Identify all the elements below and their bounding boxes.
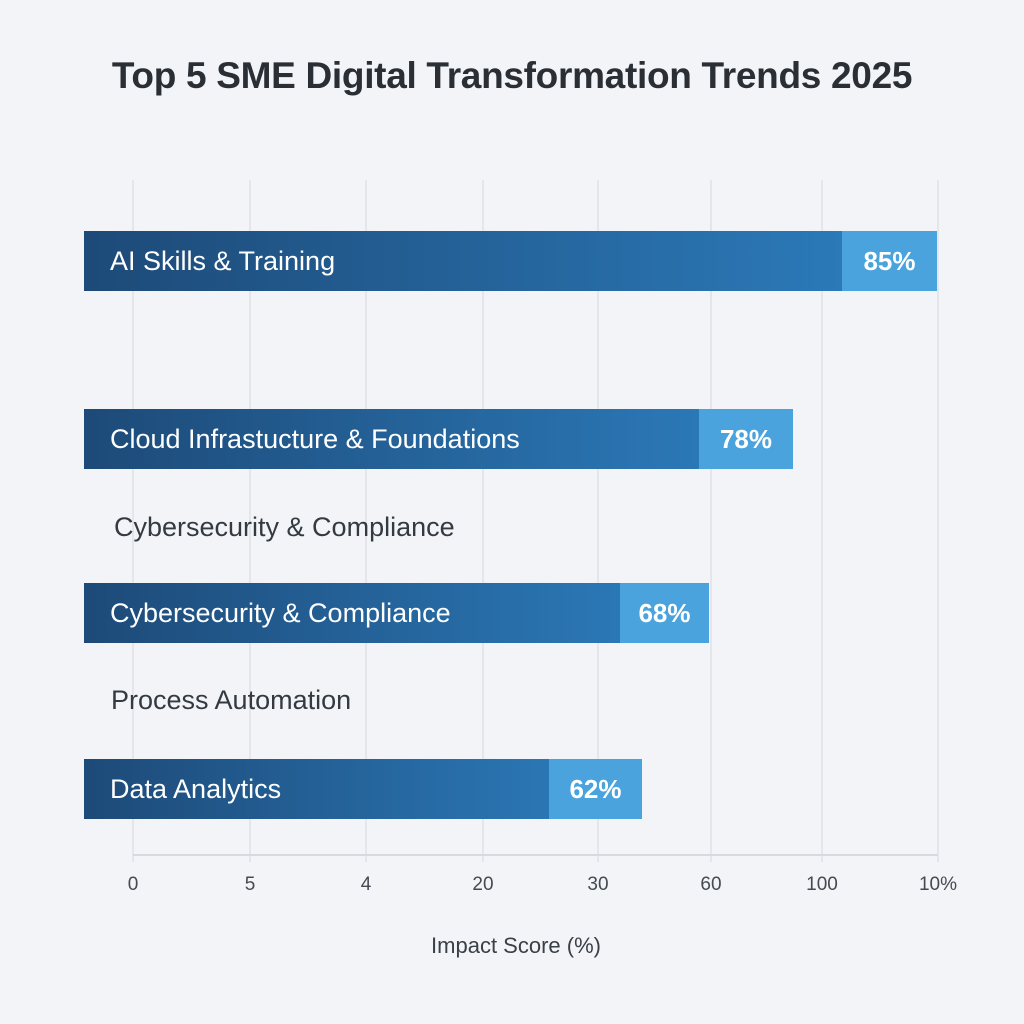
- x-tick-label: 100: [806, 874, 838, 895]
- x-tick-label: 30: [587, 874, 608, 895]
- bar: [84, 583, 709, 643]
- bar-group: Cybersecurity & Compliance 68%: [84, 583, 709, 643]
- x-tick-label: 10%: [919, 874, 957, 895]
- x-tick-label: 4: [361, 874, 372, 895]
- x-tick-label: 5: [245, 874, 256, 895]
- category-label: Process Automation: [111, 685, 351, 715]
- bar-value-segment: [549, 759, 642, 819]
- bar-label: Cybersecurity & Compliance: [110, 598, 451, 628]
- bar-value-label: 68%: [638, 598, 690, 628]
- chart-title: Top 5 SME Digital Transformation Trends …: [111, 55, 913, 96]
- bar-value-label: 85%: [863, 246, 915, 276]
- bar-label: Data Analytics: [110, 774, 281, 804]
- x-tick-label: 60: [700, 874, 721, 895]
- x-axis-label: Impact Score (%): [431, 933, 601, 958]
- bar-group: AI Skills & Training 85%: [84, 231, 937, 291]
- bar: [84, 409, 793, 469]
- category-label: Cybersecurity & Compliance: [114, 512, 455, 542]
- bar: [84, 231, 937, 291]
- x-tick-label: 20: [472, 874, 493, 895]
- x-tick-label: 0: [128, 874, 139, 895]
- bar-group: Data Analytics 62%: [84, 759, 642, 819]
- bar-value-label: 62%: [569, 774, 621, 804]
- bar-label: AI Skills & Training: [110, 246, 335, 276]
- bar-value-segment: [699, 409, 793, 469]
- bar-value-segment: [620, 583, 709, 643]
- bar-group: Cloud Infrastucture & Foundations 78%: [84, 409, 793, 469]
- bar-label: Cloud Infrastucture & Foundations: [110, 424, 520, 454]
- bar-value-label: 78%: [720, 424, 772, 454]
- bar-value-segment: [842, 231, 937, 291]
